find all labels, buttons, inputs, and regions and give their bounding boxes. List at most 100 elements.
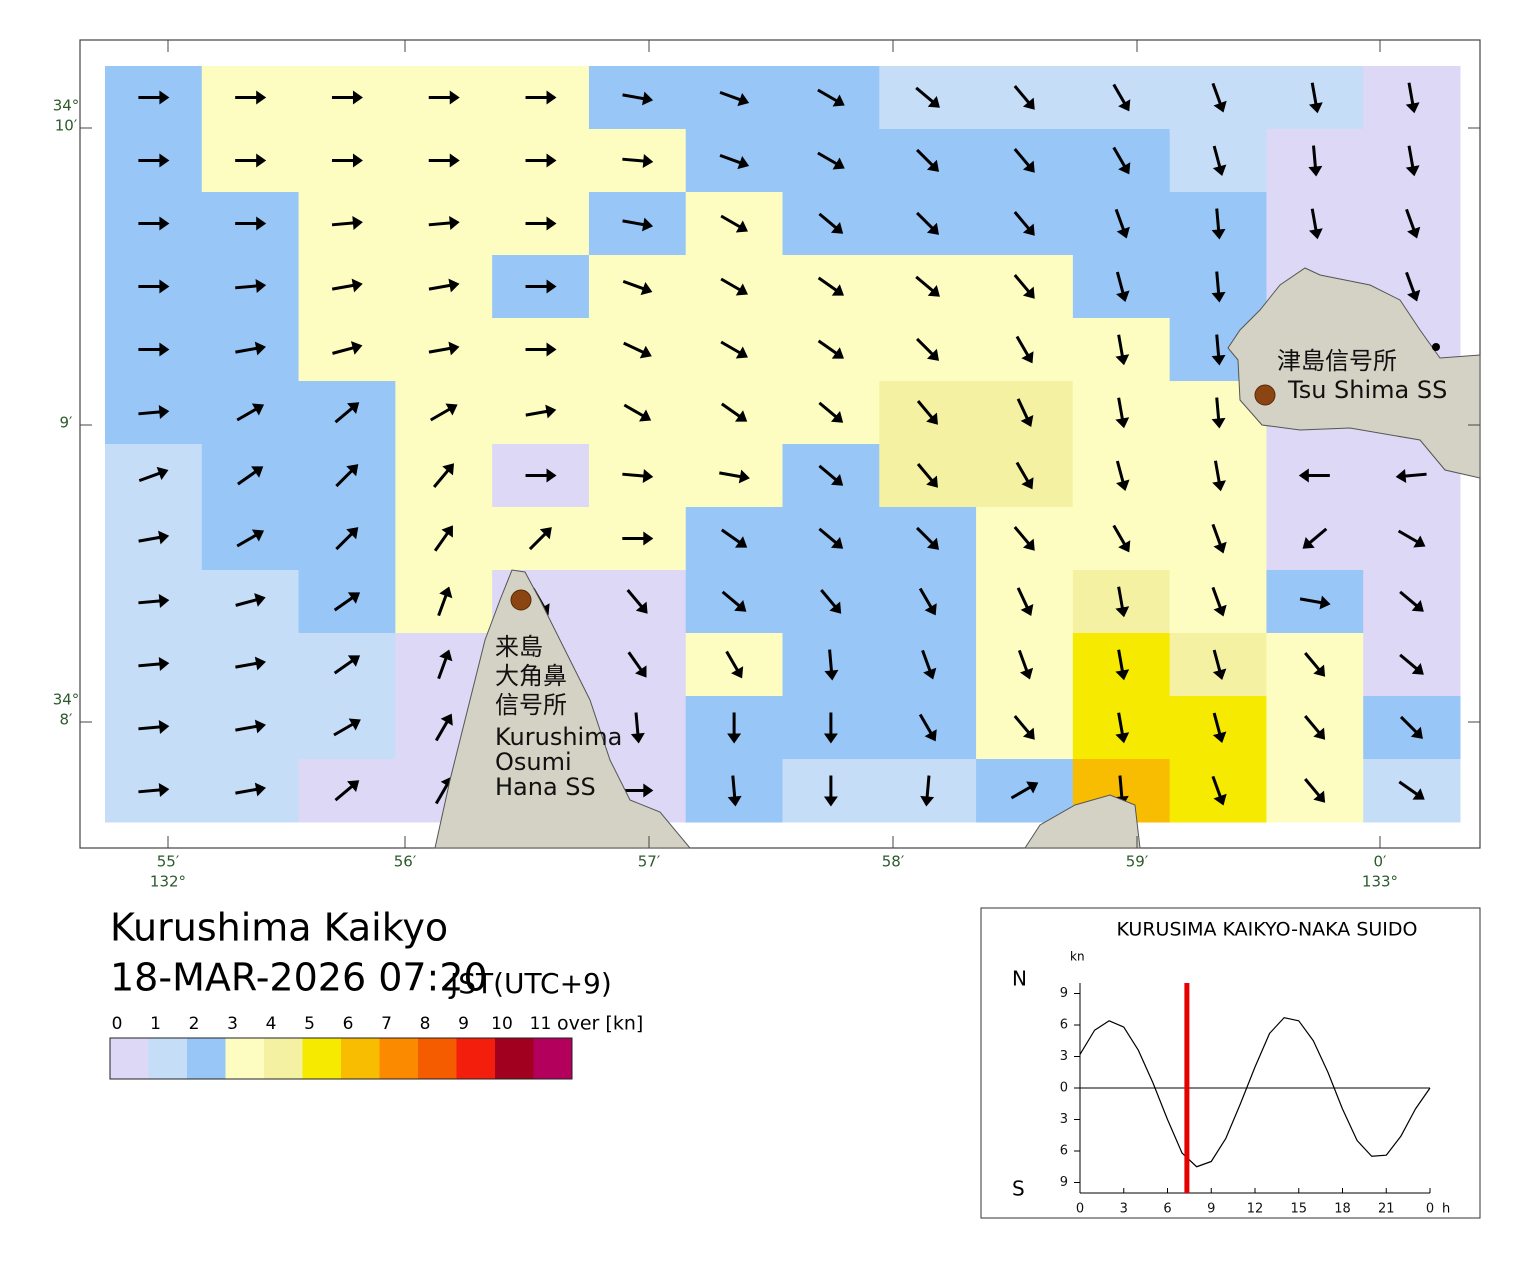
- y-tick-label: 3: [1060, 1112, 1068, 1127]
- arrow-shaft: [428, 283, 454, 291]
- arrow-shaft: [918, 587, 934, 611]
- arrow-head: [924, 603, 937, 616]
- arrow-shaft: [1118, 775, 1124, 801]
- current-arrow: [622, 217, 654, 232]
- arrow-head: [352, 153, 363, 168]
- current-arrow: [1298, 468, 1330, 483]
- current-arrow: [525, 153, 557, 168]
- arrow-shaft: [627, 651, 645, 674]
- arrow-head: [1313, 664, 1326, 677]
- arrow-head: [1022, 160, 1035, 173]
- current-arrow: [334, 780, 360, 802]
- arrow-shaft: [430, 406, 454, 422]
- current-arrow: [138, 90, 170, 105]
- station-label: Kurushima: [495, 723, 622, 751]
- arrow-head: [830, 410, 844, 423]
- current-arrow: [1112, 83, 1131, 112]
- arrow-head: [1118, 162, 1131, 175]
- current-arrow: [331, 216, 363, 230]
- arrow-shaft: [138, 599, 164, 605]
- arrow-shaft: [1115, 271, 1126, 297]
- current-arrow: [1013, 274, 1035, 299]
- arrow-head: [352, 216, 363, 230]
- arrow-head: [254, 782, 266, 797]
- arrow-head: [924, 729, 937, 742]
- legend-swatch: [110, 1038, 149, 1079]
- arrow-shaft: [428, 221, 454, 227]
- current-arrow: [823, 712, 838, 744]
- station-label: Tsu Shima SS: [1287, 376, 1447, 404]
- arrow-head: [727, 795, 742, 807]
- arrow-shaft: [1013, 274, 1033, 296]
- current-arrow: [720, 528, 748, 548]
- arrow-shaft: [921, 649, 933, 675]
- point-marker: [1432, 343, 1440, 351]
- legend-swatch: [418, 1038, 457, 1079]
- arrow-head: [1211, 354, 1226, 366]
- arrow-head: [1022, 286, 1035, 299]
- current-arrow: [719, 469, 750, 484]
- arrow-head: [926, 348, 939, 361]
- arrow-head: [1116, 479, 1130, 491]
- arrow-shaft: [1304, 778, 1323, 800]
- y-tick-label: 3: [1060, 1049, 1068, 1064]
- arrow-shaft: [626, 589, 645, 611]
- arrow-head: [1211, 291, 1226, 303]
- current-arrow: [1212, 460, 1226, 492]
- arrow-head: [449, 216, 460, 230]
- current-arrow: [1115, 271, 1130, 302]
- current-arrow: [1405, 82, 1420, 114]
- current-arrow: [1211, 271, 1226, 303]
- arrow-shaft: [1112, 83, 1128, 107]
- current-arrow: [627, 651, 647, 678]
- arrow-shaft: [236, 532, 260, 548]
- arrow-shaft: [138, 725, 164, 731]
- arrow-head: [1019, 667, 1034, 680]
- arrow-head: [1212, 668, 1227, 680]
- current-arrow: [235, 90, 267, 105]
- legend-swatch: [495, 1038, 534, 1079]
- arrow-shaft: [720, 277, 744, 293]
- station-label: 大角鼻: [495, 662, 567, 690]
- arrow-shaft: [525, 409, 551, 417]
- arrow-head: [1115, 669, 1130, 681]
- arrow-head: [824, 669, 839, 681]
- arrow-shaft: [334, 404, 356, 424]
- arrow-head: [254, 656, 266, 671]
- arrow-head: [346, 464, 359, 477]
- current-arrow: [1112, 524, 1131, 553]
- current-arrow: [1212, 145, 1227, 176]
- arrow-head: [251, 529, 265, 542]
- arrow-shaft: [916, 526, 936, 547]
- x-tick-label: 9: [1207, 1202, 1215, 1217]
- current-arrow: [138, 594, 170, 608]
- current-arrow: [920, 775, 935, 807]
- station-marker: [510, 589, 532, 611]
- station-label: 来島: [495, 633, 543, 661]
- current-arrow: [525, 342, 557, 357]
- current-arrow: [1304, 652, 1326, 677]
- current-arrow: [721, 590, 747, 612]
- x-tick-label: 15: [1290, 1202, 1307, 1217]
- arrow-head: [1302, 536, 1315, 549]
- current-arrow: [719, 90, 750, 107]
- legend-tick-label: 8: [420, 1014, 431, 1034]
- current-arrow: [331, 278, 363, 293]
- x-tick-label: 0: [1076, 1202, 1084, 1217]
- current-arrow: [1211, 334, 1226, 366]
- legend-swatch: [533, 1038, 572, 1079]
- current-arrow: [1013, 85, 1035, 110]
- land: [434, 267, 1481, 849]
- arrow-head: [159, 153, 170, 168]
- arrow-head: [1411, 599, 1424, 612]
- current-arrow: [138, 405, 170, 419]
- current-arrow: [332, 341, 363, 355]
- arrow-head: [1211, 417, 1226, 429]
- arrow-shaft: [1117, 586, 1125, 612]
- arrow-shaft: [138, 662, 164, 668]
- arrow-shaft: [818, 464, 840, 484]
- arrow-shaft: [1016, 587, 1031, 612]
- arrow-head: [1412, 788, 1425, 800]
- current-arrow: [432, 463, 455, 488]
- current-arrow: [1115, 649, 1130, 681]
